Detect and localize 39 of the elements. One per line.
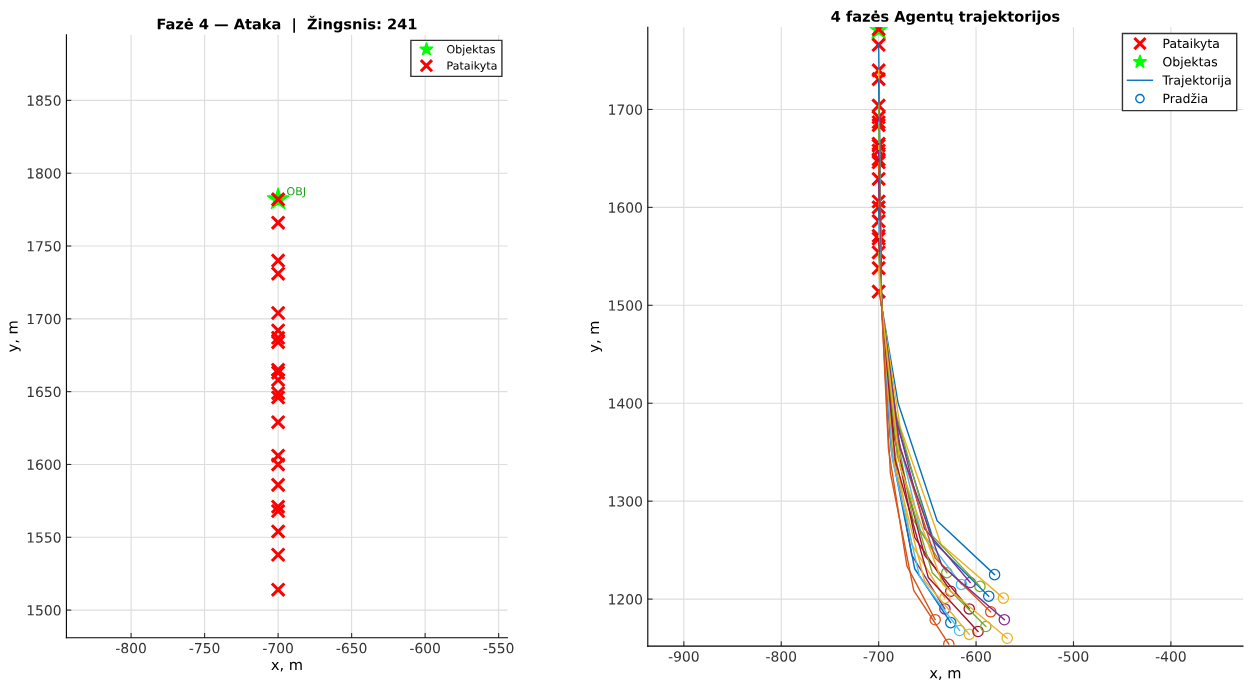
- legend-label: Objektas: [1163, 56, 1218, 69]
- y-tick-label: 1400: [609, 398, 643, 409]
- x-tick-label: -900: [668, 651, 699, 662]
- x-tick-label: -500: [1058, 651, 1089, 662]
- legend-label: Objektas: [447, 44, 495, 56]
- x-tick-label: -700: [863, 651, 894, 662]
- y-tick-label: 1300: [609, 496, 643, 507]
- y-tick-label: 1750: [27, 240, 61, 252]
- x-tick-label: -750: [189, 642, 220, 654]
- y-tick-label: 1550: [27, 532, 61, 543]
- legend-label: Pradžia: [1163, 92, 1208, 104]
- y-tick-label: 1800: [27, 168, 61, 179]
- y-tick-label: 1850: [27, 95, 61, 106]
- x-tick-label: -400: [1155, 651, 1186, 662]
- x-tick-label: -600: [410, 642, 440, 654]
- x-tick-label: -700: [263, 642, 293, 654]
- x-axis-title: x, m: [929, 670, 961, 680]
- y-tick-label: 1200: [609, 594, 643, 605]
- x-axis-title: x, m: [271, 661, 302, 672]
- legend-label: Pataikyta: [447, 61, 497, 72]
- y-tick-label: 1650: [27, 386, 61, 398]
- y-axis-title: y, m: [9, 321, 21, 352]
- x-tick-label: -600: [960, 651, 991, 662]
- y-axis-title: y, m: [590, 321, 603, 353]
- legend-label: Pataikyta: [1163, 38, 1219, 51]
- y-tick-label: 1500: [27, 605, 61, 616]
- x-tick-label: -650: [336, 642, 367, 654]
- chart-title: 4 fazės Agentų trajektorijos: [831, 10, 1060, 25]
- y-tick-label: 1500: [609, 300, 643, 311]
- x-tick-label: -550: [483, 642, 514, 654]
- y-tick-label: 1700: [609, 104, 643, 115]
- y-tick-label: 1600: [609, 202, 643, 213]
- x-tick-label: -800: [116, 642, 146, 654]
- y-tick-label: 1700: [27, 313, 61, 325]
- annotation: OBJ: [287, 187, 305, 198]
- legend-label: Trajektorija: [1162, 75, 1231, 88]
- x-tick-label: -800: [766, 651, 797, 662]
- y-tick-label: 1600: [27, 459, 61, 470]
- chart-title: Fazė 4 — Ataka | Žingsnis: 241: [157, 15, 417, 33]
